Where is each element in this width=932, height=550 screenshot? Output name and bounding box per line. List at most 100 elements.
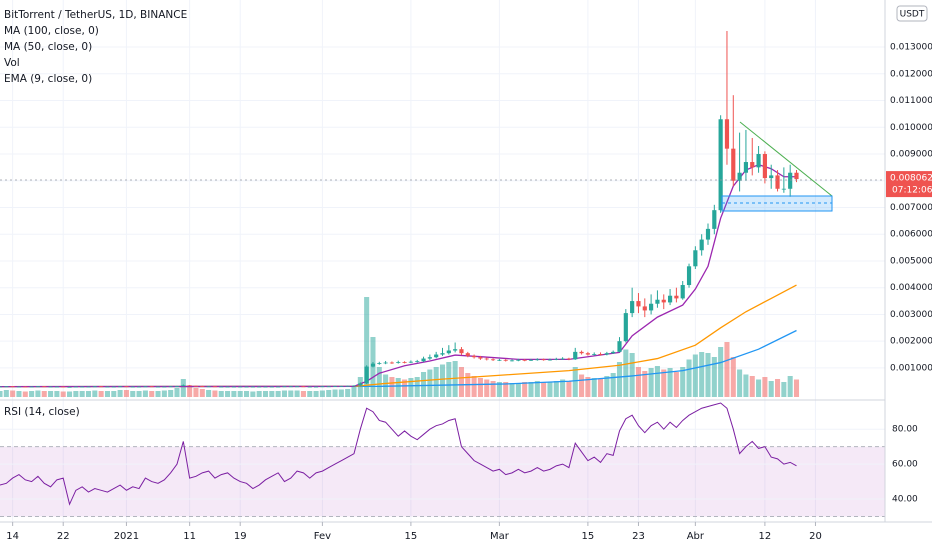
x-tick-label: Mar xyxy=(490,531,510,542)
volume-bar xyxy=(553,381,559,397)
currency-box[interactable] xyxy=(896,5,928,22)
candle-body xyxy=(541,359,546,361)
candle-body xyxy=(351,385,357,387)
candle-body xyxy=(35,386,41,388)
candle-body xyxy=(345,385,350,387)
countdown: 07:12:06 xyxy=(892,186,932,196)
last-price-box xyxy=(886,171,932,198)
candle-body xyxy=(750,162,755,168)
volume-bar xyxy=(29,391,35,397)
candle-body xyxy=(124,386,129,388)
candle-body xyxy=(434,354,439,358)
volume-bar xyxy=(41,391,47,397)
candle-body xyxy=(408,361,413,363)
volume-bar xyxy=(73,391,79,397)
legend-entry[interactable]: MA (100, close, 0) xyxy=(4,25,99,37)
x-tick-label: 23 xyxy=(632,531,645,542)
volume-bar xyxy=(484,379,490,397)
volume-bar xyxy=(490,381,496,397)
x-tick-label: 15 xyxy=(405,531,418,542)
candle-body xyxy=(48,386,53,388)
y-tick-label: 80.00 xyxy=(892,425,918,435)
volume-bar xyxy=(421,372,427,397)
candle-body xyxy=(206,386,211,388)
candle-body xyxy=(781,188,786,190)
volume-bar xyxy=(439,364,446,397)
volume-bar xyxy=(345,389,351,397)
candle-body xyxy=(547,359,553,361)
candle-body xyxy=(162,386,167,388)
volume-bar xyxy=(642,371,648,397)
volume-bar xyxy=(673,372,679,397)
candle-body xyxy=(453,349,458,351)
volume-bar xyxy=(680,367,686,397)
volume-bar xyxy=(199,389,205,397)
candle-body xyxy=(276,386,281,388)
volume-bar xyxy=(256,391,262,397)
candle-body xyxy=(731,148,736,181)
candle-body xyxy=(358,383,363,386)
candle-body xyxy=(54,386,59,388)
candle-body xyxy=(535,359,540,361)
candle-body xyxy=(522,359,527,361)
volume-bar xyxy=(566,381,572,397)
candle-body xyxy=(136,386,142,388)
volume-bar xyxy=(743,374,749,397)
candle-body xyxy=(86,386,91,388)
volume-bar xyxy=(193,388,199,397)
legend-entry[interactable]: EMA (9, close, 0) xyxy=(4,73,92,85)
candle-body xyxy=(528,359,534,361)
legend-entry[interactable]: RSI (14, close) xyxy=(4,406,80,418)
volume-bar xyxy=(598,379,604,397)
legend-entry[interactable]: MA (50, close, 0) xyxy=(4,41,92,53)
candle-body xyxy=(92,386,97,388)
candle-body xyxy=(794,172,799,180)
volume-bar xyxy=(579,374,585,397)
candle-body xyxy=(263,386,268,388)
candle-body xyxy=(415,361,420,363)
volume-bar xyxy=(471,376,477,397)
volume-bar xyxy=(313,391,319,397)
legend-entry[interactable]: Vol xyxy=(4,57,20,69)
volume-bar xyxy=(541,382,547,397)
candle-body xyxy=(10,386,15,388)
candle-body xyxy=(667,295,673,303)
candle-body xyxy=(0,386,3,388)
candle-body xyxy=(326,386,331,388)
candle-body xyxy=(427,357,432,359)
candle-body xyxy=(402,362,407,363)
candle-body xyxy=(592,354,597,355)
candle-body xyxy=(497,359,502,361)
volume-bar xyxy=(180,379,186,397)
candle-body xyxy=(699,239,704,251)
volume-bar xyxy=(130,391,136,397)
volume-bar xyxy=(54,391,60,397)
x-tick-label: 14 xyxy=(6,531,19,542)
candle-body xyxy=(579,351,584,354)
volume-bar xyxy=(326,390,332,397)
candle-body xyxy=(250,386,255,388)
volume-bar xyxy=(534,381,540,397)
volume-bar xyxy=(730,357,736,397)
volume-bar xyxy=(3,390,9,397)
candle-body xyxy=(105,386,110,388)
volume-bar xyxy=(237,391,243,397)
candle-body xyxy=(516,359,521,361)
candle-body xyxy=(724,119,730,149)
candle-body xyxy=(313,386,319,388)
candle-body xyxy=(585,353,590,355)
volume-bar xyxy=(433,367,439,397)
volume-bar xyxy=(123,390,129,397)
candle-body xyxy=(472,355,477,358)
candle-body xyxy=(200,386,205,387)
candle-body xyxy=(29,386,34,388)
volume-bar xyxy=(275,391,281,397)
x-tick-label: 12 xyxy=(759,531,772,542)
volume-bar xyxy=(509,383,515,397)
rsi-line xyxy=(0,402,797,506)
x-tick-label: 19 xyxy=(234,531,247,542)
